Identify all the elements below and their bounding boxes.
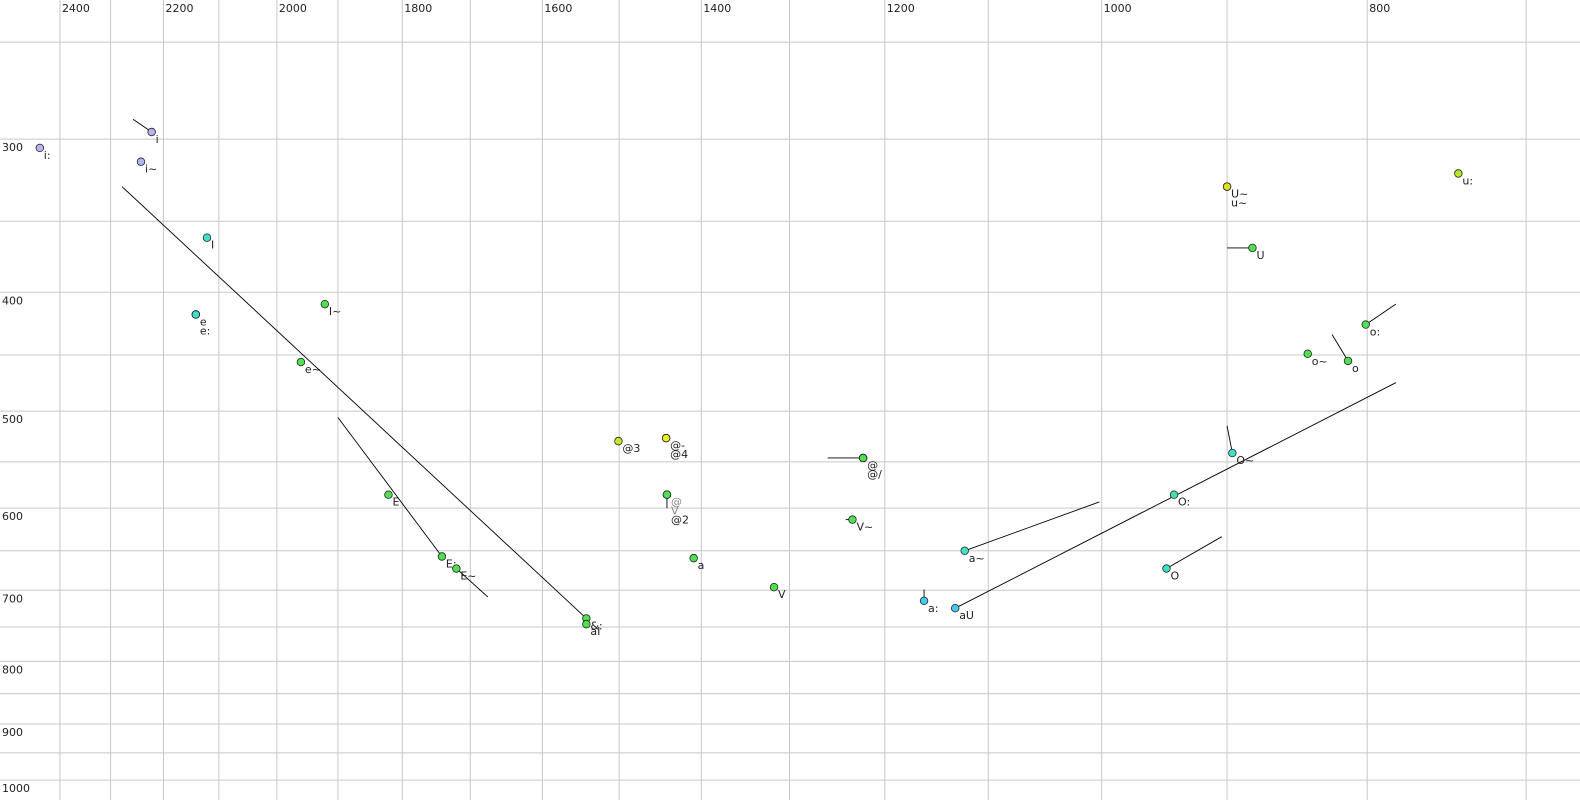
vowel-label: e — [200, 315, 207, 328]
y-tick-label: 300 — [2, 141, 23, 154]
vowel-point — [1228, 448, 1237, 458]
vowel-point — [191, 310, 201, 319]
vowel-point — [1248, 243, 1257, 253]
vowel-label: I — [211, 239, 214, 252]
vowel-point — [136, 157, 146, 166]
x-tick-label: 2200 — [165, 2, 193, 15]
vowel-point — [960, 546, 969, 555]
trail — [1166, 536, 1223, 569]
vowel-label: E — [392, 496, 399, 509]
vowel-point — [1169, 490, 1179, 499]
trail — [337, 417, 443, 557]
vowel-label: O~ — [1236, 454, 1254, 467]
vowel-label: i: — [44, 149, 51, 162]
vowel-label: V — [778, 588, 786, 601]
x-tick-label: 800 — [1369, 2, 1390, 15]
vowel-label: &: — [590, 619, 602, 632]
vowel-point — [1361, 320, 1370, 329]
vowel-label: aU — [959, 609, 974, 622]
y-tick-label: 600 — [2, 510, 23, 523]
x-tick-label: 2400 — [62, 2, 90, 15]
vowel-point — [661, 433, 671, 443]
vowel-point — [858, 453, 868, 463]
vowel-point — [1222, 182, 1232, 191]
trail — [964, 501, 1100, 552]
vowel-label: O: — [1178, 496, 1190, 509]
y-tick-label: 400 — [2, 294, 23, 307]
vowel-label: o — [1352, 362, 1359, 375]
vowel-point — [1454, 169, 1463, 178]
vowel-label: e~ — [305, 363, 321, 376]
vowel-point — [35, 143, 44, 153]
vowel-label: O — [1170, 570, 1179, 583]
x-tick-label: 1200 — [887, 2, 915, 15]
vowel-point — [147, 127, 156, 137]
vowel-label: V — [671, 505, 679, 518]
vowel-label: @4 — [670, 448, 688, 461]
vowel-point — [662, 490, 672, 499]
vowel-label: E~ — [460, 570, 476, 583]
vowel-point — [1343, 356, 1353, 366]
vowel-label: a — [698, 559, 705, 572]
vowel-label: U~ — [1231, 188, 1248, 201]
y-tick-label: 900 — [2, 726, 23, 739]
y-tick-label: 500 — [2, 413, 23, 426]
trail — [1331, 334, 1349, 362]
vowel-point — [452, 564, 461, 573]
vowel-point — [614, 436, 623, 446]
vowel-label: a: — [928, 602, 938, 615]
vowel-label: i — [156, 133, 159, 146]
trail — [1226, 425, 1233, 454]
vowel-point — [1162, 564, 1171, 573]
x-tick-label: 2000 — [279, 2, 307, 15]
vowel-point — [437, 552, 447, 561]
vowel-label: a~ — [969, 552, 985, 565]
vowel-point — [296, 357, 306, 367]
vowel-point — [769, 582, 779, 592]
vowel-label: o~ — [1312, 355, 1328, 368]
x-tick-label: 1800 — [404, 2, 432, 15]
vowel-point — [848, 515, 857, 524]
vowel-point — [320, 299, 330, 309]
vowel-point — [384, 490, 393, 499]
vowel-label: o: — [1370, 326, 1380, 339]
vowel-point — [1303, 349, 1312, 359]
vowel-label: U — [1256, 249, 1264, 262]
vowel-label: aI — [590, 625, 600, 638]
y-tick-label: 800 — [2, 663, 23, 676]
vowel-label: I~ — [329, 305, 341, 318]
vowel-point — [689, 553, 698, 563]
y-tick-label: 700 — [2, 592, 23, 605]
vowel-label: u~ — [1231, 197, 1247, 210]
vowel-label: u: — [1462, 175, 1473, 188]
x-tick-label: 1600 — [544, 2, 572, 15]
vowel-point — [951, 603, 960, 613]
vowel-label: @ — [671, 496, 682, 509]
trail — [1365, 303, 1397, 325]
vowel-label: @ — [867, 459, 878, 472]
vowel-label: @2 — [671, 514, 689, 527]
trail — [456, 568, 489, 598]
vowel-label: i~ — [145, 163, 157, 176]
y-tick-label: 1000 — [2, 782, 30, 795]
trail — [121, 186, 587, 619]
vowel-point — [582, 619, 591, 629]
vowel-point — [919, 596, 929, 605]
vowel-label: E: — [446, 557, 457, 570]
vowel-label: V~ — [856, 521, 873, 534]
vowel-label: e: — [200, 324, 210, 337]
x-tick-label: 1000 — [1104, 2, 1132, 15]
vowel-point — [202, 233, 212, 242]
vowel-label: @3 — [622, 442, 640, 455]
x-tick-label: 1400 — [703, 2, 731, 15]
vowel-label: @/ — [867, 468, 882, 481]
vowel-label: @- — [670, 439, 685, 452]
